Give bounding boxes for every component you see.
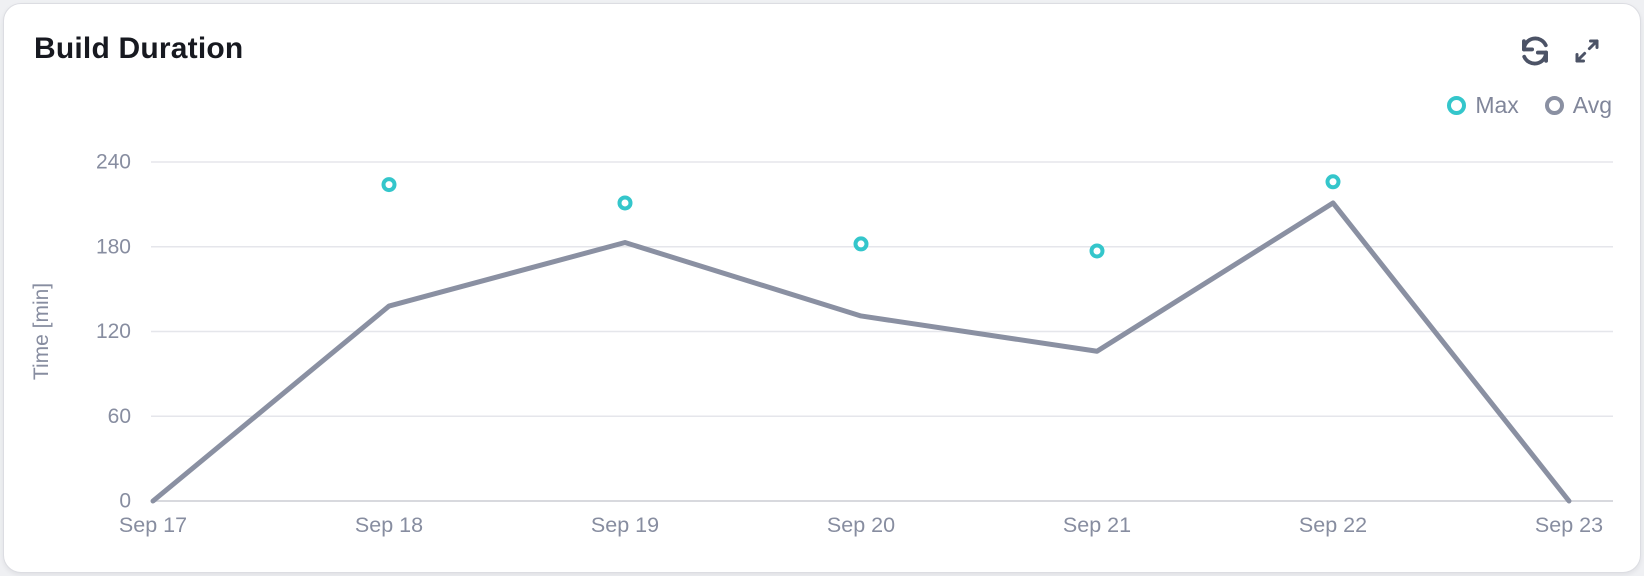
- y-axis-title: Time [min]: [30, 283, 53, 380]
- build-duration-card: 0 60 120 180 240 Time [min] Sep 17 Sep 18 Sep 19…: [3, 3, 1641, 573]
- refresh-button[interactable]: [1514, 30, 1556, 72]
- max-point: [853, 236, 869, 252]
- x-tick-label: Sep 20: [827, 513, 895, 537]
- y-tick-label: 120: [96, 320, 131, 343]
- x-tick-label: Sep 18: [355, 513, 423, 537]
- x-tick-label: Sep 22: [1299, 513, 1367, 537]
- refresh-icon: [1522, 36, 1548, 66]
- legend-item-avg[interactable]: Avg: [1544, 92, 1612, 118]
- expand-icon: [1575, 39, 1599, 63]
- x-tick-label: Sep 23: [1535, 513, 1603, 537]
- y-tick-label: 240: [96, 151, 131, 174]
- max-legend-ring-icon: [1447, 96, 1467, 115]
- card-actions: [1514, 30, 1604, 72]
- legend-item-max[interactable]: Max: [1447, 92, 1519, 118]
- page-title: Build Duration: [34, 32, 244, 65]
- avg-line: [150, 200, 1572, 504]
- avg-legend-ring-icon: [1544, 96, 1564, 115]
- max-point: [1089, 243, 1105, 259]
- y-tick-label: 180: [96, 235, 131, 258]
- x-tick-label: Sep 17: [119, 513, 187, 537]
- y-tick-label: 60: [108, 405, 131, 428]
- legend-label-avg: Avg: [1572, 92, 1612, 118]
- max-point: [1325, 174, 1341, 190]
- chart-legend: Max Avg: [1447, 94, 1612, 117]
- legend-label-max: Max: [1475, 92, 1519, 118]
- max-point: [617, 195, 633, 211]
- chart-svg: 0 60 120 180 240 Time [min] Sep 17 Sep 18 Sep 19…: [30, 151, 1613, 537]
- expand-button[interactable]: [1570, 34, 1604, 68]
- x-tick-label: Sep 19: [591, 513, 659, 537]
- max-point: [381, 177, 397, 193]
- y-tick-label: 0: [119, 490, 131, 513]
- x-tick-label: Sep 21: [1063, 513, 1131, 537]
